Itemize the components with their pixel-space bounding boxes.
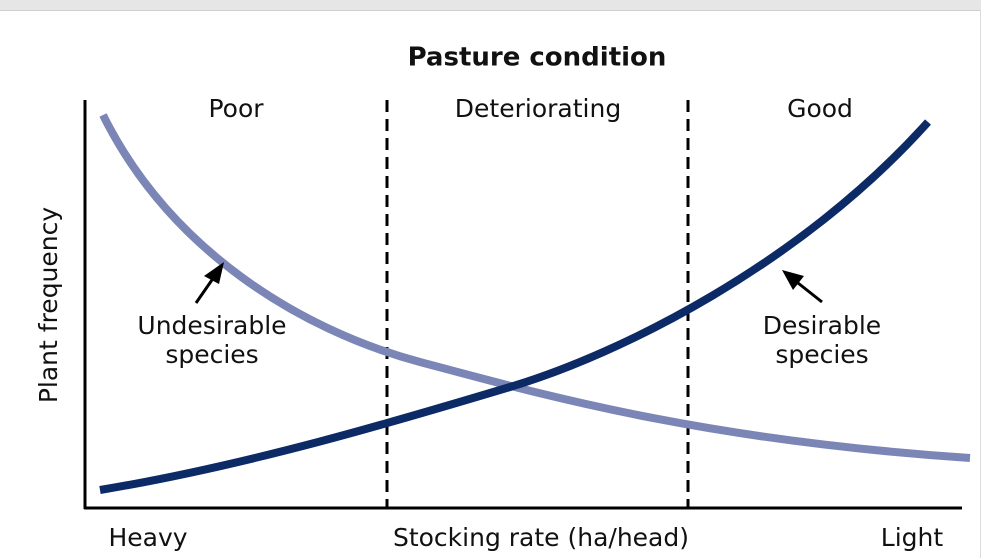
annotation: Undesirable <box>137 311 286 340</box>
arrowhead <box>782 270 804 290</box>
zone-label: Poor <box>208 94 264 123</box>
arrowhead <box>204 262 224 284</box>
arrow <box>797 281 823 304</box>
zone-label: Deteriorating <box>455 94 621 123</box>
zone-label: Good <box>787 94 853 123</box>
x-axis-end: Heavy <box>108 523 187 552</box>
arrow <box>194 276 216 304</box>
title: Pasture condition <box>408 43 667 73</box>
top-bar <box>0 0 981 10</box>
annotation: species <box>165 340 258 369</box>
desirable-curve <box>99 119 931 494</box>
annotation: Desirable <box>763 311 881 340</box>
x-axis-label: Stocking rate (ha/head) <box>393 523 689 552</box>
annotation: species <box>775 340 868 369</box>
undesirable-curve <box>99 113 971 462</box>
y-axis-label: Plant frequency <box>34 207 63 404</box>
x-axis-end: Light <box>881 523 944 552</box>
